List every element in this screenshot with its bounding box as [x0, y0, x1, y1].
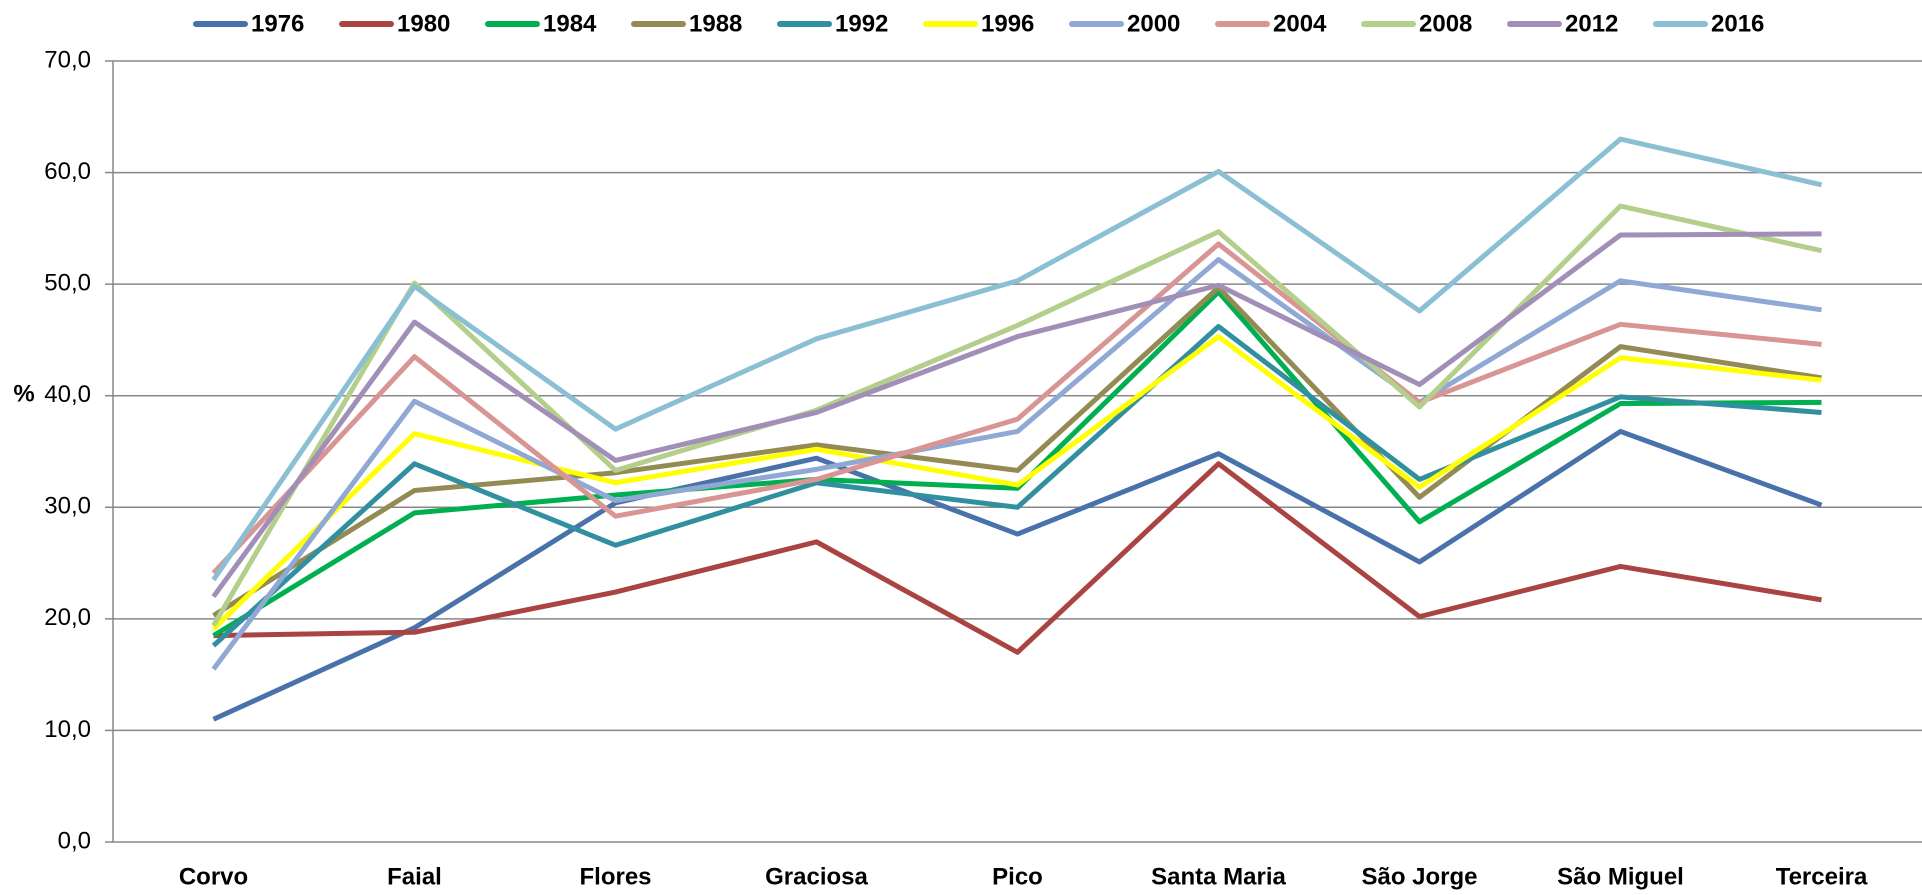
x-tick-label: Faial [387, 863, 442, 890]
x-tick-label: São Jorge [1361, 863, 1477, 890]
series-line [211, 203, 1823, 627]
y-axis-label: % [13, 380, 34, 407]
x-tick-label: Pico [992, 863, 1043, 890]
series-line [212, 289, 1822, 638]
legend-label: 2008 [1419, 10, 1472, 37]
legend-label: 1976 [251, 10, 304, 37]
x-tick-label: Corvo [179, 863, 248, 890]
y-tick-label: 10,0 [44, 716, 91, 743]
x-tick-label: Santa Maria [1151, 863, 1286, 890]
series-line [211, 324, 1822, 648]
y-tick-label: 30,0 [44, 493, 91, 520]
legend-label: 1992 [835, 10, 888, 37]
x-tick-label: Flores [579, 863, 651, 890]
series-line [212, 428, 1823, 722]
series-line [212, 284, 1822, 618]
legend-label: 1988 [689, 10, 742, 37]
series-line [211, 136, 1823, 582]
series-line [211, 241, 1822, 575]
y-tick-label: 50,0 [44, 269, 91, 296]
y-tick-label: 40,0 [44, 381, 91, 408]
legend-label: 1980 [397, 10, 450, 37]
series-line [213, 461, 1822, 655]
legend-label: 2004 [1273, 10, 1327, 37]
y-tick-label: 60,0 [44, 158, 91, 185]
series-line [211, 257, 1822, 671]
y-tick-label: 0,0 [58, 827, 91, 854]
series-line [211, 334, 1822, 631]
series-line [211, 231, 1822, 599]
legend-label: 1984 [543, 10, 597, 37]
x-tick-label: Terceira [1776, 863, 1868, 890]
x-tick-label: São Miguel [1557, 863, 1684, 890]
legend-label: 2016 [1711, 10, 1764, 37]
y-tick-label: 20,0 [44, 604, 91, 631]
y-tick-label: 70,0 [44, 46, 91, 73]
x-tick-label: Graciosa [765, 863, 868, 890]
legend-label: 2012 [1565, 10, 1618, 37]
legend-label: 2000 [1127, 10, 1180, 37]
legend-label: 1996 [981, 10, 1034, 37]
